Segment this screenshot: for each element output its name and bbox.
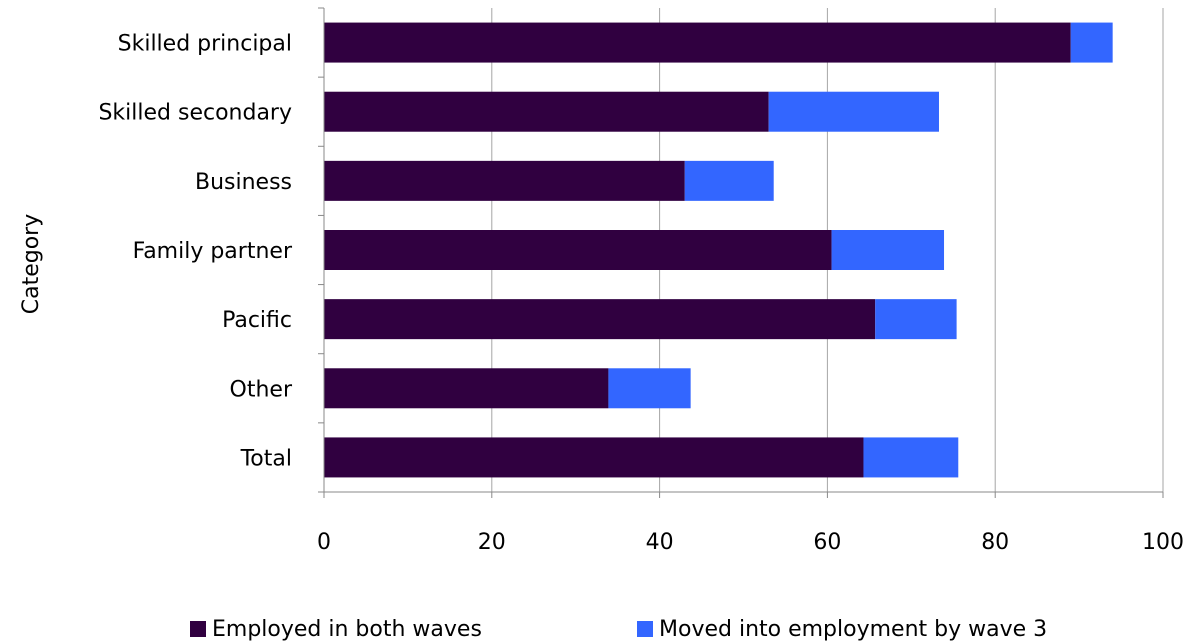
bar-employed-skilled-secondary <box>324 91 769 132</box>
bar-employed-total <box>324 437 864 478</box>
bar-moved-skilled-secondary <box>768 91 939 132</box>
legend-label-employed: Employed in both waves <box>212 617 482 642</box>
category-label: Other <box>230 377 293 402</box>
legend-label-moved: Moved into employment by wave 3 <box>659 617 1047 642</box>
legend-swatch-employed <box>190 621 206 637</box>
x-tick-labels: 0 20 40 60 80 100 <box>317 530 1184 555</box>
category-labels: Skilled principal Skilled secondary Busine… <box>98 32 292 472</box>
category-label: Skilled principal <box>118 32 292 57</box>
bar-moved-business <box>684 160 774 201</box>
bar-moved-family-partner <box>831 230 945 270</box>
y-axis-label: Category <box>19 214 44 315</box>
category-label: Business <box>195 170 292 195</box>
category-label: Pacific <box>222 308 292 333</box>
bar-moved-skilled-principal <box>1070 22 1113 63</box>
category-label: Skilled secondary <box>98 101 292 126</box>
bar-moved-other <box>608 368 691 409</box>
axes <box>318 7 1164 498</box>
x-tick-label: 20 <box>478 530 506 555</box>
x-tick-label: 60 <box>813 530 841 555</box>
bar-employed-other <box>324 368 609 409</box>
bars <box>324 22 1113 478</box>
bar-employed-family-partner <box>324 230 832 270</box>
category-label: Total <box>240 446 292 471</box>
category-label: Family partner <box>133 239 293 264</box>
bar-employed-business <box>324 160 685 201</box>
legend: Employed in both waves Moved into employ… <box>190 617 1047 642</box>
legend-swatch-moved <box>637 621 653 637</box>
bar-moved-pacific <box>875 299 957 340</box>
x-tick-label: 80 <box>981 530 1009 555</box>
x-tick-label: 0 <box>317 530 331 555</box>
x-tick-label: 40 <box>646 530 674 555</box>
bar-employed-pacific <box>324 299 876 340</box>
x-tick-label: 100 <box>1142 530 1184 555</box>
bar-moved-total <box>863 437 959 478</box>
bar-employed-skilled-principal <box>324 22 1071 63</box>
